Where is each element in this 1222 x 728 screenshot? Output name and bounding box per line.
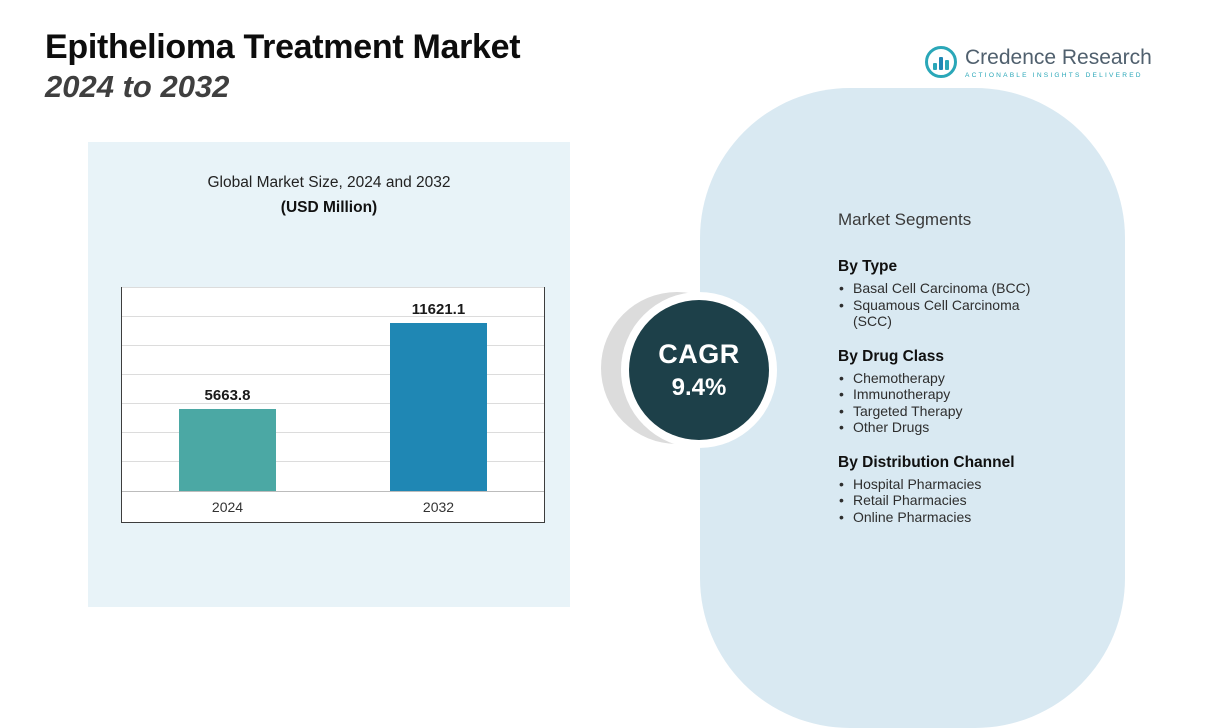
- chart-plot: 5663.8 11621.1: [122, 287, 544, 492]
- segment-group: By Distribution Channel Hospital Pharmaci…: [838, 454, 1056, 526]
- page-title: Epithelioma Treatment Market: [45, 28, 521, 66]
- segment-group: By Type Basal Cell Carcinoma (BCC)Squamou…: [838, 258, 1056, 330]
- header: Epithelioma Treatment Market 2024 to 203…: [45, 28, 521, 105]
- gridline: [122, 461, 544, 462]
- segment-item: Targeted Therapy: [838, 403, 1056, 420]
- chart-panel: Global Market Size, 2024 and 2032 (USD M…: [88, 142, 570, 607]
- chart-subtitle: (USD Million): [280, 199, 378, 216]
- gridline: [122, 345, 544, 346]
- brand-name: Credence Research: [965, 46, 1152, 69]
- bar-column-2024: 5663.8: [158, 288, 298, 491]
- gridline: [122, 374, 544, 375]
- gridline: [122, 287, 544, 288]
- bar-chart: 5663.8 11621.1 2024 2032: [121, 287, 545, 523]
- segment-heading: By Drug Class: [838, 347, 944, 365]
- cagr-label: CAGR: [658, 338, 740, 369]
- segment-list: ChemotherapyImmunotherapyTargeted Therap…: [838, 370, 1056, 436]
- x-axis-label: 2032: [422, 499, 455, 515]
- segment-heading: By Type: [838, 258, 898, 275]
- segments-title: Market Segments: [838, 210, 972, 229]
- segment-list: Hospital PharmaciesRetail PharmaciesOnli…: [838, 476, 1056, 526]
- segments-content: Market Segments By Type Basal Cell Carcin…: [838, 210, 1056, 543]
- segment-item: Retail Pharmacies: [838, 492, 1056, 509]
- segment-item: Basal Cell Carcinoma (BCC): [838, 280, 1056, 297]
- segments-panel: Market Segments By Type Basal Cell Carcin…: [700, 88, 1125, 728]
- bar-value-label: 11621.1: [411, 300, 466, 318]
- brand-text: Credence Research Actionable Insights De…: [965, 46, 1152, 79]
- cagr-circle: CAGR 9.4%: [629, 300, 769, 440]
- segment-group: By Drug Class ChemotherapyImmunotherapyTa…: [838, 348, 1056, 436]
- x-axis-label: 2024: [211, 499, 244, 515]
- segment-item: Online Pharmacies: [838, 509, 1056, 526]
- bar-2024: [179, 408, 276, 491]
- segment-groups: By Type Basal Cell Carcinoma (BCC)Squamou…: [838, 258, 1056, 525]
- brand-tagline: Actionable Insights Delivered: [965, 72, 1143, 80]
- cagr-value: 9.4%: [671, 373, 727, 401]
- bar-chart-logo-icon: [925, 46, 957, 78]
- segment-item: Immunotherapy: [838, 386, 1056, 403]
- bar-2032: [390, 322, 487, 491]
- segment-item: Chemotherapy: [838, 370, 1056, 387]
- chart-x-labels: 2024 2032: [122, 492, 544, 522]
- segment-heading: By Distribution Channel: [838, 453, 1015, 471]
- segment-item: Squamous Cell Carcinoma (SCC): [838, 297, 1056, 330]
- gridline: [122, 403, 544, 404]
- segment-list: Basal Cell Carcinoma (BCC)Squamous Cell …: [838, 280, 1056, 330]
- segment-item: Hospital Pharmacies: [838, 476, 1056, 493]
- brand-logo: Credence Research Actionable Insights De…: [925, 46, 1152, 79]
- segment-item: Other Drugs: [838, 419, 1056, 436]
- cagr-badge: CAGR 9.4%: [601, 286, 791, 458]
- bar-value-label: 5663.8: [204, 386, 251, 404]
- gridline: [122, 432, 544, 433]
- bars-row: 5663.8 11621.1: [122, 288, 544, 491]
- gridline: [122, 316, 544, 317]
- page-subtitle: 2024 to 2032: [45, 69, 230, 105]
- chart-title: Global Market Size, 2024 and 2032: [207, 174, 451, 191]
- bar-column-2032: 11621.1: [369, 288, 509, 491]
